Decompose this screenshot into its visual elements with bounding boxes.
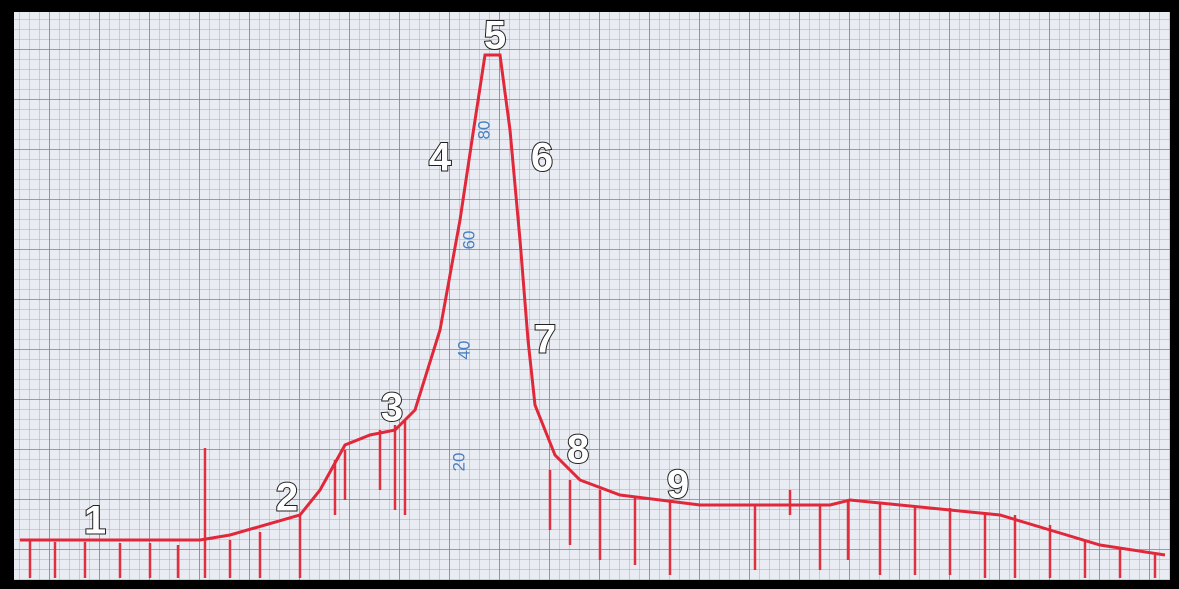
peak-label: 9 [667,463,689,507]
peak-label: 7 [534,318,556,362]
peak-label: 8 [567,428,589,472]
chart-paper: 1 2 3 4 5 6 7 8 9 80 60 40 20 [0,0,1179,589]
scale-label: 20 [449,453,468,472]
grid [14,12,1170,580]
scale-label: 60 [459,231,478,250]
scale-label: 80 [474,121,493,140]
photo: 1 2 3 4 5 6 7 8 9 80 60 40 20 [0,0,1179,589]
peak-label: 5 [484,14,506,58]
scale-label: 40 [454,341,473,360]
peak-label: 3 [381,386,403,430]
peak-label: 1 [84,499,106,543]
peak-label: 6 [531,136,553,180]
peak-label: 2 [276,476,298,520]
peak-label: 4 [429,136,452,180]
